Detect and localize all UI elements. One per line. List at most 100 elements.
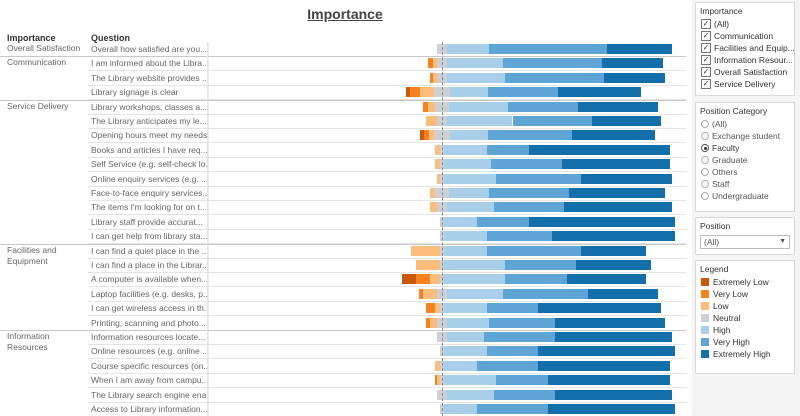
radio-icon[interactable] xyxy=(701,156,709,164)
bar-segment-very-low[interactable] xyxy=(424,130,430,141)
bar-segment-high[interactable] xyxy=(446,332,485,342)
bar-segment-low[interactable] xyxy=(434,159,440,170)
bar-segment-neutral[interactable] xyxy=(439,159,445,170)
bar-segment-low[interactable] xyxy=(430,202,438,213)
bar-segment-extremely-high[interactable] xyxy=(554,389,673,400)
legend-item[interactable]: Neutral xyxy=(696,312,794,324)
bar-segment-very-high[interactable] xyxy=(493,202,565,213)
bar-segment-very-low[interactable] xyxy=(410,87,420,98)
table-row[interactable]: Online enquiry services (e.g. ... xyxy=(88,171,686,187)
bar-segment-very-high[interactable] xyxy=(489,44,607,54)
bar-segment-neutral[interactable] xyxy=(439,404,445,414)
table-row[interactable]: Printing, scanning and photo... xyxy=(88,315,686,331)
position-category-option[interactable]: Others xyxy=(696,166,794,178)
importance-filter-option[interactable]: ✓ (All) xyxy=(696,18,794,30)
bar-segment-very-high[interactable] xyxy=(496,375,548,386)
table-row[interactable]: A computer is available when... xyxy=(88,272,686,288)
bar-segment-neutral[interactable] xyxy=(437,288,447,299)
bar-segment-high[interactable] xyxy=(446,389,494,400)
bar-segment-low[interactable] xyxy=(434,303,440,314)
bar-segment-high[interactable] xyxy=(446,72,506,83)
bar-segment-extremely-high[interactable] xyxy=(568,188,666,198)
bar-segment-extremely-high[interactable] xyxy=(575,260,652,270)
bar-segment-neutral[interactable] xyxy=(439,303,445,314)
bar-segment-high[interactable] xyxy=(444,173,497,184)
bar-segment-high[interactable] xyxy=(450,130,488,141)
bar-segment-high[interactable] xyxy=(444,144,487,155)
bar-segment-extremely-high[interactable] xyxy=(558,87,641,98)
bar-segment-extremely-high[interactable] xyxy=(564,202,673,213)
bar-segment-neutral[interactable] xyxy=(439,375,445,386)
table-row[interactable]: Overall how satisfied are you... xyxy=(88,42,686,57)
table-row[interactable]: Library signage is clear xyxy=(88,85,686,101)
bar-segment-extremely-high[interactable] xyxy=(606,44,673,54)
bar-segment-high[interactable] xyxy=(444,274,506,285)
position-category-option[interactable]: Faculty xyxy=(696,142,794,154)
legend-item[interactable]: Extremely Low xyxy=(696,276,794,288)
table-row[interactable]: Access to Library information... xyxy=(88,402,686,416)
table-row[interactable]: I am informed about the Libra... xyxy=(88,56,686,72)
bar-segment-very-high[interactable] xyxy=(484,332,555,342)
bar-segment-very-high[interactable] xyxy=(489,317,555,328)
importance-filter-option[interactable]: ✓ Service Delivery xyxy=(696,78,794,90)
bar-segment-very-high[interactable] xyxy=(477,360,539,371)
bar-segment-low[interactable] xyxy=(432,58,438,69)
radio-icon[interactable] xyxy=(701,168,709,176)
bar-segment-very-high[interactable] xyxy=(505,274,567,285)
bar-segment-extremely-high[interactable] xyxy=(538,346,675,357)
bar-segment-very-high[interactable] xyxy=(486,231,553,242)
bar-segment-very-high[interactable] xyxy=(503,58,602,69)
bar-segment-high[interactable] xyxy=(444,159,492,170)
bar-segment-extremely-high[interactable] xyxy=(538,360,670,371)
bar-segment-neutral[interactable] xyxy=(439,274,445,285)
legend-item[interactable]: Very High xyxy=(696,336,794,348)
table-row[interactable]: I can find a place in the Librar... xyxy=(88,258,686,273)
bar-segment-very-high[interactable] xyxy=(477,404,548,414)
bar-segment-very-high[interactable] xyxy=(477,216,529,227)
bar-segment-high[interactable] xyxy=(444,346,487,357)
bar-segment-high[interactable] xyxy=(450,87,488,98)
bar-segment-neutral[interactable] xyxy=(439,173,445,184)
bar-segment-very-high[interactable] xyxy=(507,101,579,112)
checkbox-checked-icon[interactable]: ✓ xyxy=(701,55,711,65)
bar-segment-extremely-high[interactable] xyxy=(528,144,670,155)
bar-segment-extremely-high[interactable] xyxy=(578,101,659,112)
table-row[interactable]: The Library search engine ena... xyxy=(88,387,686,403)
bar-segment-extremely-high[interactable] xyxy=(572,130,655,141)
bar-segment-very-high[interactable] xyxy=(496,173,581,184)
table-row[interactable]: Opening hours meet my needs xyxy=(88,128,686,144)
bar-segment-high[interactable] xyxy=(444,216,478,227)
bar-segment-extremely-low[interactable] xyxy=(405,87,411,98)
importance-filter-option[interactable]: ✓ Information Resour... xyxy=(696,54,794,66)
bar-segment-extremely-high[interactable] xyxy=(547,375,670,386)
bar-segment-high[interactable] xyxy=(449,188,489,198)
bar-segment-neutral[interactable] xyxy=(433,87,451,98)
bar-segment-very-high[interactable] xyxy=(505,72,605,83)
bar-segment-neutral[interactable] xyxy=(437,389,447,400)
bar-segment-extremely-high[interactable] xyxy=(580,173,673,184)
bar-segment-neutral[interactable] xyxy=(433,130,451,141)
bar-segment-low[interactable] xyxy=(430,274,440,285)
bar-segment-neutral[interactable] xyxy=(439,346,445,357)
radio-icon[interactable] xyxy=(701,180,709,188)
legend-item[interactable]: High xyxy=(696,324,794,336)
position-category-option[interactable]: Graduate xyxy=(696,154,794,166)
radio-icon[interactable] xyxy=(701,132,709,140)
bar-segment-very-low[interactable] xyxy=(427,58,433,69)
bar-segment-neutral[interactable] xyxy=(437,44,447,54)
bar-segment-very-high[interactable] xyxy=(487,130,573,141)
bar-segment-very-low[interactable] xyxy=(434,375,438,386)
bar-segment-neutral[interactable] xyxy=(437,317,447,328)
table-row[interactable]: I can get help from library sta... xyxy=(88,229,686,245)
bar-segment-high[interactable] xyxy=(444,245,487,256)
bar-segment-low[interactable] xyxy=(419,87,434,98)
checkbox-checked-icon[interactable]: ✓ xyxy=(701,79,711,89)
legend-item[interactable]: Low xyxy=(696,300,794,312)
bar-segment-low[interactable] xyxy=(427,101,435,112)
table-row[interactable]: Books and articles I have req... xyxy=(88,142,686,158)
bar-segment-extremely-high[interactable] xyxy=(538,303,661,314)
bar-segment-low[interactable] xyxy=(425,116,438,126)
bar-segment-neutral[interactable] xyxy=(439,216,445,227)
importance-filter-option[interactable]: ✓ Facilities and Equip... xyxy=(696,42,794,54)
table-row[interactable]: Self Service (e.g. self-check lo... xyxy=(88,157,686,173)
